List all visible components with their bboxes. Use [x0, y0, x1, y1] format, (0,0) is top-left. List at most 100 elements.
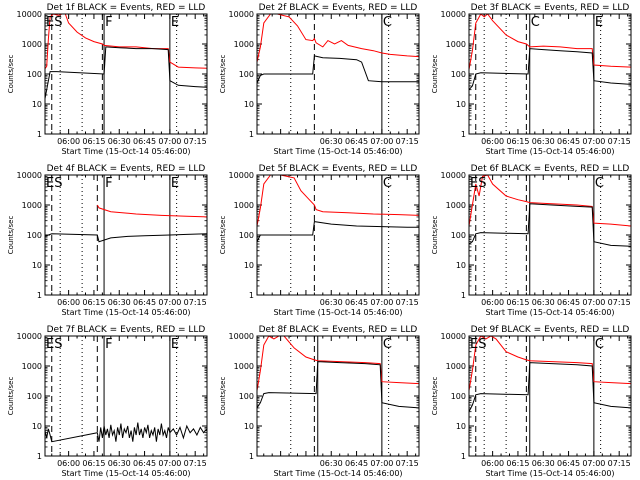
- x-tick-label: 06:00: [481, 137, 504, 146]
- y-axis-label: Counts/sec: [219, 216, 227, 255]
- region-label: C: [383, 337, 392, 352]
- x-tick-label: 06:30: [320, 459, 343, 468]
- x-tick-label: 06:15: [82, 459, 105, 468]
- y-axis-label: Counts/sec: [7, 216, 15, 255]
- x-tick-label: 07:00: [582, 298, 605, 307]
- events-series-line: [45, 46, 207, 99]
- y-tick-label: 10000: [441, 10, 466, 19]
- x-axis-label: Start Time (15-Oct-14 05:46:00): [485, 469, 614, 478]
- y-tick-label: 100: [451, 392, 466, 401]
- x-axis-label: Start Time (15-Oct-14 05:46:00): [273, 469, 402, 478]
- y-tick-label: 100: [27, 70, 42, 79]
- y-tick-label: 100: [27, 231, 42, 240]
- region-label: E: [171, 337, 179, 352]
- panel-title: Det 1f BLACK = Events, RED = LLD: [47, 3, 206, 13]
- plot-frame: [44, 174, 208, 296]
- region-label: ES: [470, 176, 486, 191]
- panel-title: Det 7f BLACK = Events, RED = LLD: [47, 325, 206, 335]
- y-tick-label: 100: [239, 392, 254, 401]
- x-tick-label: 06:45: [133, 137, 156, 146]
- region-label: F: [105, 176, 112, 191]
- detector-panel: Det 9f BLACK = Events, RED = LLD Counts/s…: [431, 325, 632, 478]
- plot-frame: [256, 174, 420, 296]
- y-tick-label: 10: [32, 100, 42, 109]
- detector-panel: Det 4f BLACK = Events, RED = LLD Counts/s…: [7, 164, 208, 317]
- region-label: ES: [46, 15, 62, 30]
- x-tick-label: 07:15: [396, 298, 419, 307]
- events-series-line: [257, 221, 419, 242]
- panel-title: Det 8f BLACK = Events, RED = LLD: [259, 325, 418, 335]
- events-series-line: [257, 361, 419, 409]
- y-tick-label: 10000: [441, 332, 466, 341]
- x-axis-label: Start Time (15-Oct-14 05:46:00): [273, 147, 402, 156]
- region-label: F: [105, 337, 112, 352]
- detector-panel: Det 1f BLACK = Events, RED = LLD Counts/s…: [7, 3, 208, 156]
- events-series-line: [257, 55, 419, 84]
- x-tick-label: 07:00: [370, 298, 393, 307]
- detector-panel: Det 7f BLACK = Events, RED = LLD Counts/s…: [7, 325, 208, 478]
- y-tick-label: 1: [461, 130, 466, 139]
- panel-title: Det 9f BLACK = Events, RED = LLD: [471, 325, 630, 335]
- x-axis-label: Start Time (15-Oct-14 05:46:00): [61, 147, 190, 156]
- y-axis-label: Counts/sec: [431, 55, 439, 94]
- x-axis-label: Start Time (15-Oct-14 05:46:00): [485, 308, 614, 317]
- x-tick-label: 06:45: [133, 298, 156, 307]
- detector-panel: Det 5f BLACK = Events, RED = LLD Counts/s…: [219, 164, 420, 317]
- x-tick-label: 07:00: [370, 459, 393, 468]
- x-tick-label: 07:00: [582, 137, 605, 146]
- detector-panel: Det 8f BLACK = Events, RED = LLD Counts/s…: [219, 325, 420, 478]
- x-tick-label: 06:00: [481, 298, 504, 307]
- lld-series-line: [257, 14, 419, 63]
- y-tick-label: 1: [249, 291, 254, 300]
- lld-series-line: [257, 336, 419, 391]
- y-tick-label: 10: [244, 100, 254, 109]
- region-label: F: [105, 15, 112, 30]
- plot-frame: [468, 13, 632, 135]
- x-tick-label: 06:30: [108, 298, 131, 307]
- y-tick-label: 10: [244, 422, 254, 431]
- plot-frame: [44, 13, 208, 135]
- x-tick-label: 07:15: [184, 137, 207, 146]
- region-label: ES: [46, 337, 62, 352]
- x-tick-label: 06:30: [320, 298, 343, 307]
- lld-series-line: [96, 204, 207, 218]
- y-tick-label: 1: [249, 130, 254, 139]
- x-axis-label: Start Time (15-Oct-14 05:46:00): [61, 469, 190, 478]
- x-tick-label: 06:30: [108, 459, 131, 468]
- region-label: C: [531, 15, 540, 30]
- region-label: E: [171, 176, 179, 191]
- y-tick-label: 10: [32, 261, 42, 270]
- y-axis-label: Counts/sec: [431, 216, 439, 255]
- x-tick-label: 06:45: [345, 137, 368, 146]
- region-label: E: [171, 15, 179, 30]
- events-series-line: [469, 48, 631, 91]
- y-tick-label: 100: [27, 392, 42, 401]
- x-tick-label: 07:15: [608, 459, 631, 468]
- y-tick-label: 1000: [22, 201, 42, 210]
- x-tick-label: 06:00: [481, 459, 504, 468]
- y-tick-label: 1000: [22, 362, 42, 371]
- x-tick-label: 06:30: [532, 298, 555, 307]
- x-tick-label: 06:30: [532, 459, 555, 468]
- x-tick-label: 06:30: [108, 137, 131, 146]
- panel-title: Det 6f BLACK = Events, RED = LLD: [471, 164, 630, 174]
- x-axis-label: Start Time (15-Oct-14 05:46:00): [61, 308, 190, 317]
- y-axis-label: Counts/sec: [219, 55, 227, 94]
- y-tick-label: 1000: [446, 201, 466, 210]
- region-label: E: [595, 15, 603, 30]
- region-label: ES: [470, 337, 486, 352]
- y-tick-label: 10: [456, 261, 466, 270]
- region-label: C: [595, 337, 604, 352]
- y-tick-label: 1000: [446, 40, 466, 49]
- y-tick-label: 1000: [234, 40, 254, 49]
- lld-series-line: [469, 14, 631, 70]
- x-tick-label: 06:30: [532, 137, 555, 146]
- events-series-line: [45, 422, 207, 443]
- x-tick-label: 07:00: [370, 137, 393, 146]
- x-tick-label: 07:00: [158, 459, 181, 468]
- events-series-line: [469, 362, 631, 412]
- x-tick-label: 06:45: [345, 459, 368, 468]
- y-tick-label: 1000: [22, 40, 42, 49]
- y-tick-label: 100: [451, 231, 466, 240]
- x-tick-label: 07:15: [396, 459, 419, 468]
